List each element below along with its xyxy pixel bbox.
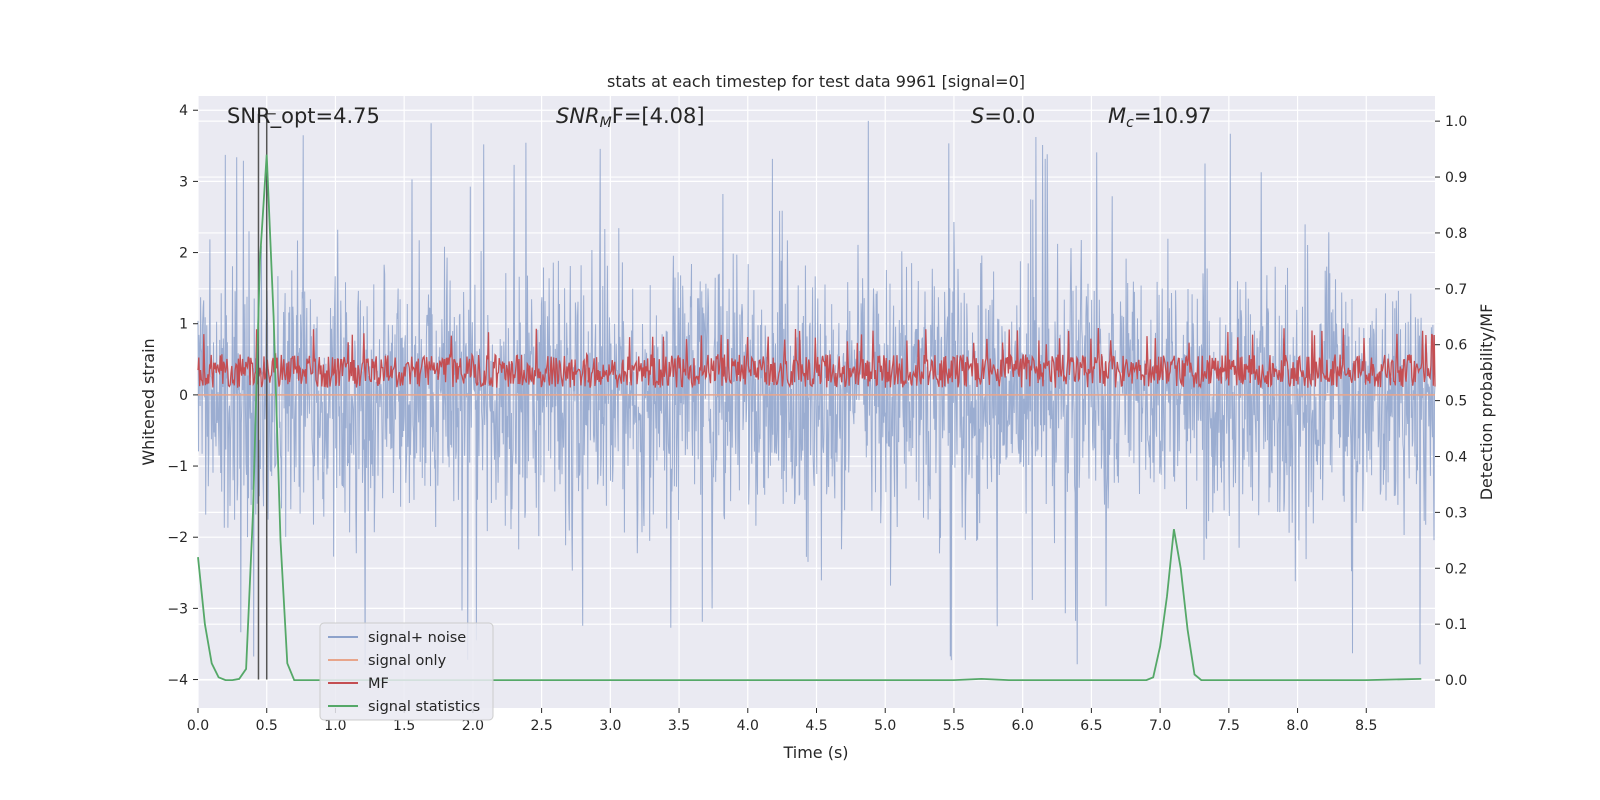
y-tick-label: −3 <box>167 601 188 617</box>
x-tick-label: 7.5 <box>1218 718 1240 734</box>
x-tick-label: 5.5 <box>943 718 965 734</box>
x-tick-label: 3.0 <box>599 718 621 734</box>
y-right-tick-label: 0.5 <box>1445 394 1467 410</box>
x-axis-label: Time (s) <box>782 743 848 762</box>
y-right-tick-label: 0.8 <box>1445 226 1467 242</box>
y-right-tick-label: 0.7 <box>1445 282 1467 298</box>
legend-label-mf: MF <box>368 676 389 692</box>
x-tick-label: 4.0 <box>737 718 759 734</box>
x-tick-label: 6.5 <box>1080 718 1102 734</box>
y-tick-label: −2 <box>167 530 188 546</box>
x-tick-label: 8.5 <box>1355 718 1377 734</box>
legend: signal+ noise signal only MF signal stat… <box>319 622 494 721</box>
annotation-snr-mf: SNRMF=[4.08] <box>556 104 705 131</box>
y-right-tick-label: 0.4 <box>1445 449 1467 465</box>
y-tick-label: 1 <box>179 317 188 333</box>
y-right-tick-label: 0.3 <box>1445 505 1467 521</box>
axes: 0.0 0.5 1.0 1.5 2.0 2.5 3.0 3.5 4.0 4.5 5.0 5.5 6.0 6… <box>167 103 1467 734</box>
legend-label-noise: signal+ noise <box>368 630 466 646</box>
y-right-tick-label: 0.2 <box>1445 561 1467 577</box>
x-tick-label: 1.5 <box>393 718 415 734</box>
chart-title: stats at each timestep for test data 996… <box>607 72 1025 91</box>
series-signal-statistics <box>197 154 1422 681</box>
x-tick-label: 0.5 <box>256 718 278 734</box>
legend-label-signal: signal only <box>368 653 447 669</box>
x-tick-label: 3.5 <box>668 718 690 734</box>
y-right-tick-label: 0.0 <box>1445 673 1467 689</box>
y-axis-right-label: Detection probability/MF <box>1477 304 1496 501</box>
x-tick-label: 2.5 <box>530 718 552 734</box>
x-tick-label: 7.0 <box>1149 718 1171 734</box>
x-tick-label: 8.0 <box>1286 718 1308 734</box>
legend-box <box>319 622 494 721</box>
legend-label-stats: signal statistics <box>368 699 480 715</box>
x-tick-label: 5.0 <box>874 718 896 734</box>
y-axis-label: Whitened strain <box>139 338 158 465</box>
annotation-s: S=0.0 <box>971 104 1035 128</box>
y-tick-label: −4 <box>167 673 188 689</box>
x-tick-label: 1.0 <box>324 718 346 734</box>
y-tick-label: 2 <box>179 246 188 262</box>
annotation-mc: Mc=10.97 <box>1108 104 1212 131</box>
series-mf <box>197 327 1436 390</box>
x-tick-label: 0.0 <box>187 718 209 734</box>
y-tick-label: 0 <box>179 388 188 404</box>
y-right-tick-label: 0.6 <box>1445 338 1467 354</box>
y-tick-label: 3 <box>179 174 188 190</box>
y-right-tick-label: 1.0 <box>1445 114 1467 130</box>
x-tick-label: 6.0 <box>1012 718 1034 734</box>
x-tick-label: 2.0 <box>462 718 484 734</box>
y-right-tick-label: 0.1 <box>1445 617 1467 633</box>
plot-series <box>197 113 1436 681</box>
y-tick-label: 4 <box>179 103 188 119</box>
series-signal-noise <box>197 120 1436 665</box>
y-tick-label: −1 <box>167 459 188 475</box>
annotation-snr-opt: SNR_opt=4.75 <box>227 104 380 129</box>
x-tick-label: 4.5 <box>805 718 827 734</box>
y-right-tick-label: 0.9 <box>1445 170 1467 186</box>
